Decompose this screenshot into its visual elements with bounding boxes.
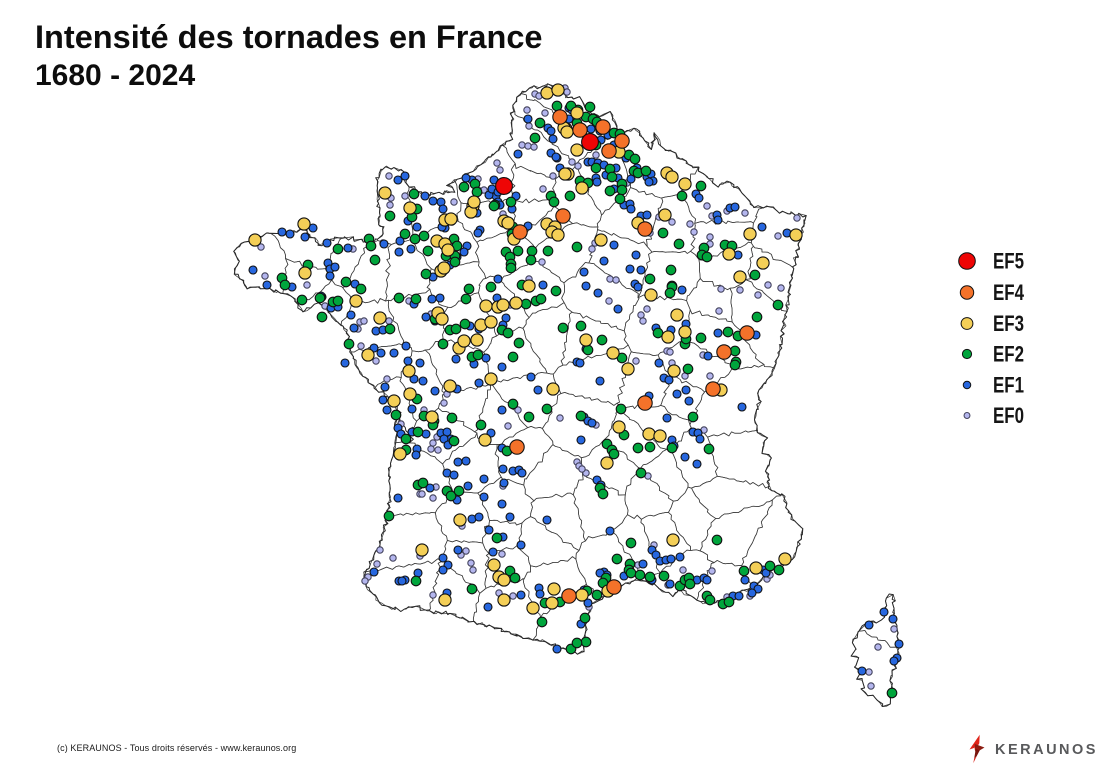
- svg-text:EF2: EF2: [993, 342, 1024, 367]
- svg-text:EF0: EF0: [993, 403, 1024, 428]
- svg-text:EF4: EF4: [993, 280, 1024, 305]
- svg-text:EF1: EF1: [993, 373, 1024, 398]
- svg-text:EF5: EF5: [993, 249, 1024, 274]
- svg-text:EF3: EF3: [993, 311, 1024, 336]
